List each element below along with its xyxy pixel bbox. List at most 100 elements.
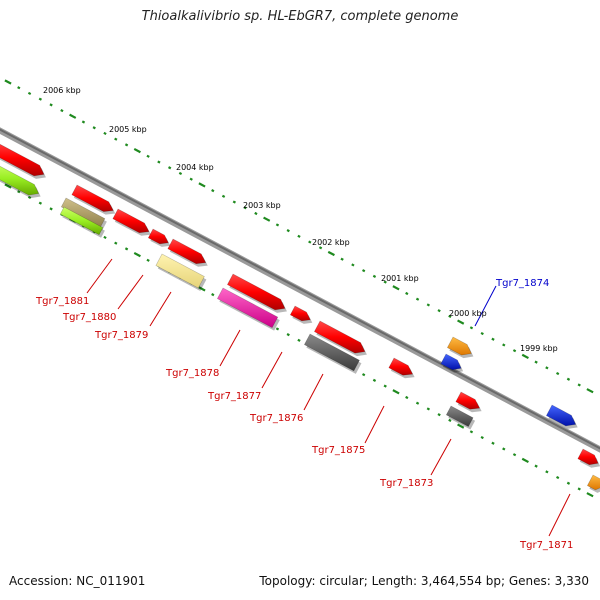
gene-feature[interactable] xyxy=(303,333,360,372)
genome-summary-text: Topology: circular; Length: 3,464,554 bp… xyxy=(259,574,589,588)
gene-label-tgr7-1879[interactable]: Tgr7_1879 xyxy=(94,330,148,341)
scale-tick xyxy=(480,435,484,440)
scale-tick xyxy=(17,86,21,90)
scale-tick xyxy=(457,319,465,325)
gene-label-tgr7-1871[interactable]: Tgr7_1871 xyxy=(519,540,573,551)
scale-tick xyxy=(92,126,96,130)
scale-tick xyxy=(198,286,206,292)
gene-feature[interactable] xyxy=(577,448,599,466)
scale-tick xyxy=(146,258,150,262)
scale-tick xyxy=(254,211,258,216)
gene-feature[interactable] xyxy=(440,353,462,371)
gene-label-tgr7-1881[interactable]: Tgr7_1881 xyxy=(35,296,89,307)
scale-label: 2002 kbp xyxy=(312,238,350,247)
scale-tick xyxy=(362,373,366,377)
scale-tick xyxy=(133,251,141,258)
gene-label-tgr7-1880[interactable]: Tgr7_1880 xyxy=(62,312,116,323)
scale-tick xyxy=(103,235,107,240)
scale-tick xyxy=(383,384,387,388)
scale-tick xyxy=(405,395,409,400)
scale-tick xyxy=(521,457,529,464)
leader-line xyxy=(149,291,172,327)
scale-tick xyxy=(308,240,312,244)
scale-tick xyxy=(457,423,465,429)
scale-label: 2001 kbp xyxy=(381,274,419,283)
leader-line xyxy=(430,438,452,476)
scale-tick xyxy=(81,120,86,124)
scale-tick xyxy=(586,388,594,394)
gene-feature[interactable] xyxy=(313,320,366,354)
gene-label-tgr7-1874[interactable]: Tgr7_1874 xyxy=(495,278,549,289)
scale-tick xyxy=(362,269,366,273)
scale-tick xyxy=(448,314,452,318)
scale-tick xyxy=(243,206,247,210)
scale-tick xyxy=(502,343,506,347)
scale-tick xyxy=(372,274,377,278)
scale-tick xyxy=(69,113,77,119)
accession-text: Accession: NC_011901 xyxy=(9,574,146,588)
scale-tick xyxy=(27,91,32,96)
gene-feature[interactable] xyxy=(112,208,150,234)
scale-tick xyxy=(4,79,12,85)
scale-tick xyxy=(297,234,301,238)
scale-tick xyxy=(351,263,355,267)
gene-label-tgr7-1878[interactable]: Tgr7_1878 xyxy=(165,368,219,379)
scale-tick xyxy=(124,143,129,147)
scale-label: 2005 kbp xyxy=(109,125,147,134)
scale-tick xyxy=(469,326,474,330)
scale-tick xyxy=(340,257,344,261)
gene-feature[interactable] xyxy=(0,162,40,196)
scale-tick xyxy=(545,470,549,474)
scale-label: 2003 kbp xyxy=(243,201,281,210)
gene-label-tgr7-1876[interactable]: Tgr7_1876 xyxy=(249,413,303,424)
gene-label-tgr7-1873[interactable]: Tgr7_1873 xyxy=(379,478,433,489)
gene-feature[interactable] xyxy=(289,305,311,322)
gene-feature[interactable] xyxy=(446,336,472,356)
scale-tick xyxy=(189,177,193,181)
gene-feature[interactable] xyxy=(147,228,169,245)
gene-feature[interactable] xyxy=(586,474,600,491)
scale-tick xyxy=(327,250,335,257)
gene-label-tgr7-1875[interactable]: Tgr7_1875 xyxy=(311,445,365,456)
scale-tick xyxy=(521,353,529,360)
map-title: Thioalkalivibrio sp. HL-EbGR7, complete … xyxy=(141,9,459,24)
gene-feature[interactable] xyxy=(155,253,205,289)
scale-tick xyxy=(491,441,495,445)
gene-feature[interactable] xyxy=(445,405,474,427)
gene-feature[interactable] xyxy=(216,287,279,329)
scale-tick xyxy=(577,383,581,387)
gene-label-tgr7-1877[interactable]: Tgr7_1877 xyxy=(207,391,261,402)
gene-feature[interactable] xyxy=(226,273,286,311)
scale-tick xyxy=(318,246,323,250)
scale-tick xyxy=(437,413,441,417)
leader-line xyxy=(86,258,113,294)
scale-tick xyxy=(198,182,206,188)
scale-label: 2004 kbp xyxy=(176,163,214,172)
scale-tick xyxy=(38,97,42,101)
gene-feature[interactable] xyxy=(167,238,207,265)
scale-tick xyxy=(556,371,560,376)
scale-tick xyxy=(512,349,517,353)
gene-feature[interactable] xyxy=(545,404,577,427)
gene-feature[interactable] xyxy=(455,391,481,410)
scale-tick xyxy=(372,378,377,382)
gene-feature[interactable] xyxy=(71,184,114,212)
scale-tick xyxy=(4,183,12,189)
scale-tick xyxy=(286,229,290,233)
scale-tick xyxy=(263,216,271,222)
scale-tick xyxy=(146,154,150,158)
scale-tick xyxy=(556,475,560,480)
scale-tick xyxy=(232,200,236,204)
gene-feature[interactable] xyxy=(0,140,45,177)
gene-feature[interactable] xyxy=(59,206,104,236)
scale-tick xyxy=(178,171,183,176)
scale-tick xyxy=(437,309,441,313)
scale-tick xyxy=(415,297,420,301)
scale-tick xyxy=(124,247,129,251)
scale-tick xyxy=(383,280,387,284)
leader-line xyxy=(364,405,385,444)
scale-tick xyxy=(286,333,290,337)
scale-tick xyxy=(49,103,53,107)
gene-feature[interactable] xyxy=(388,357,414,376)
